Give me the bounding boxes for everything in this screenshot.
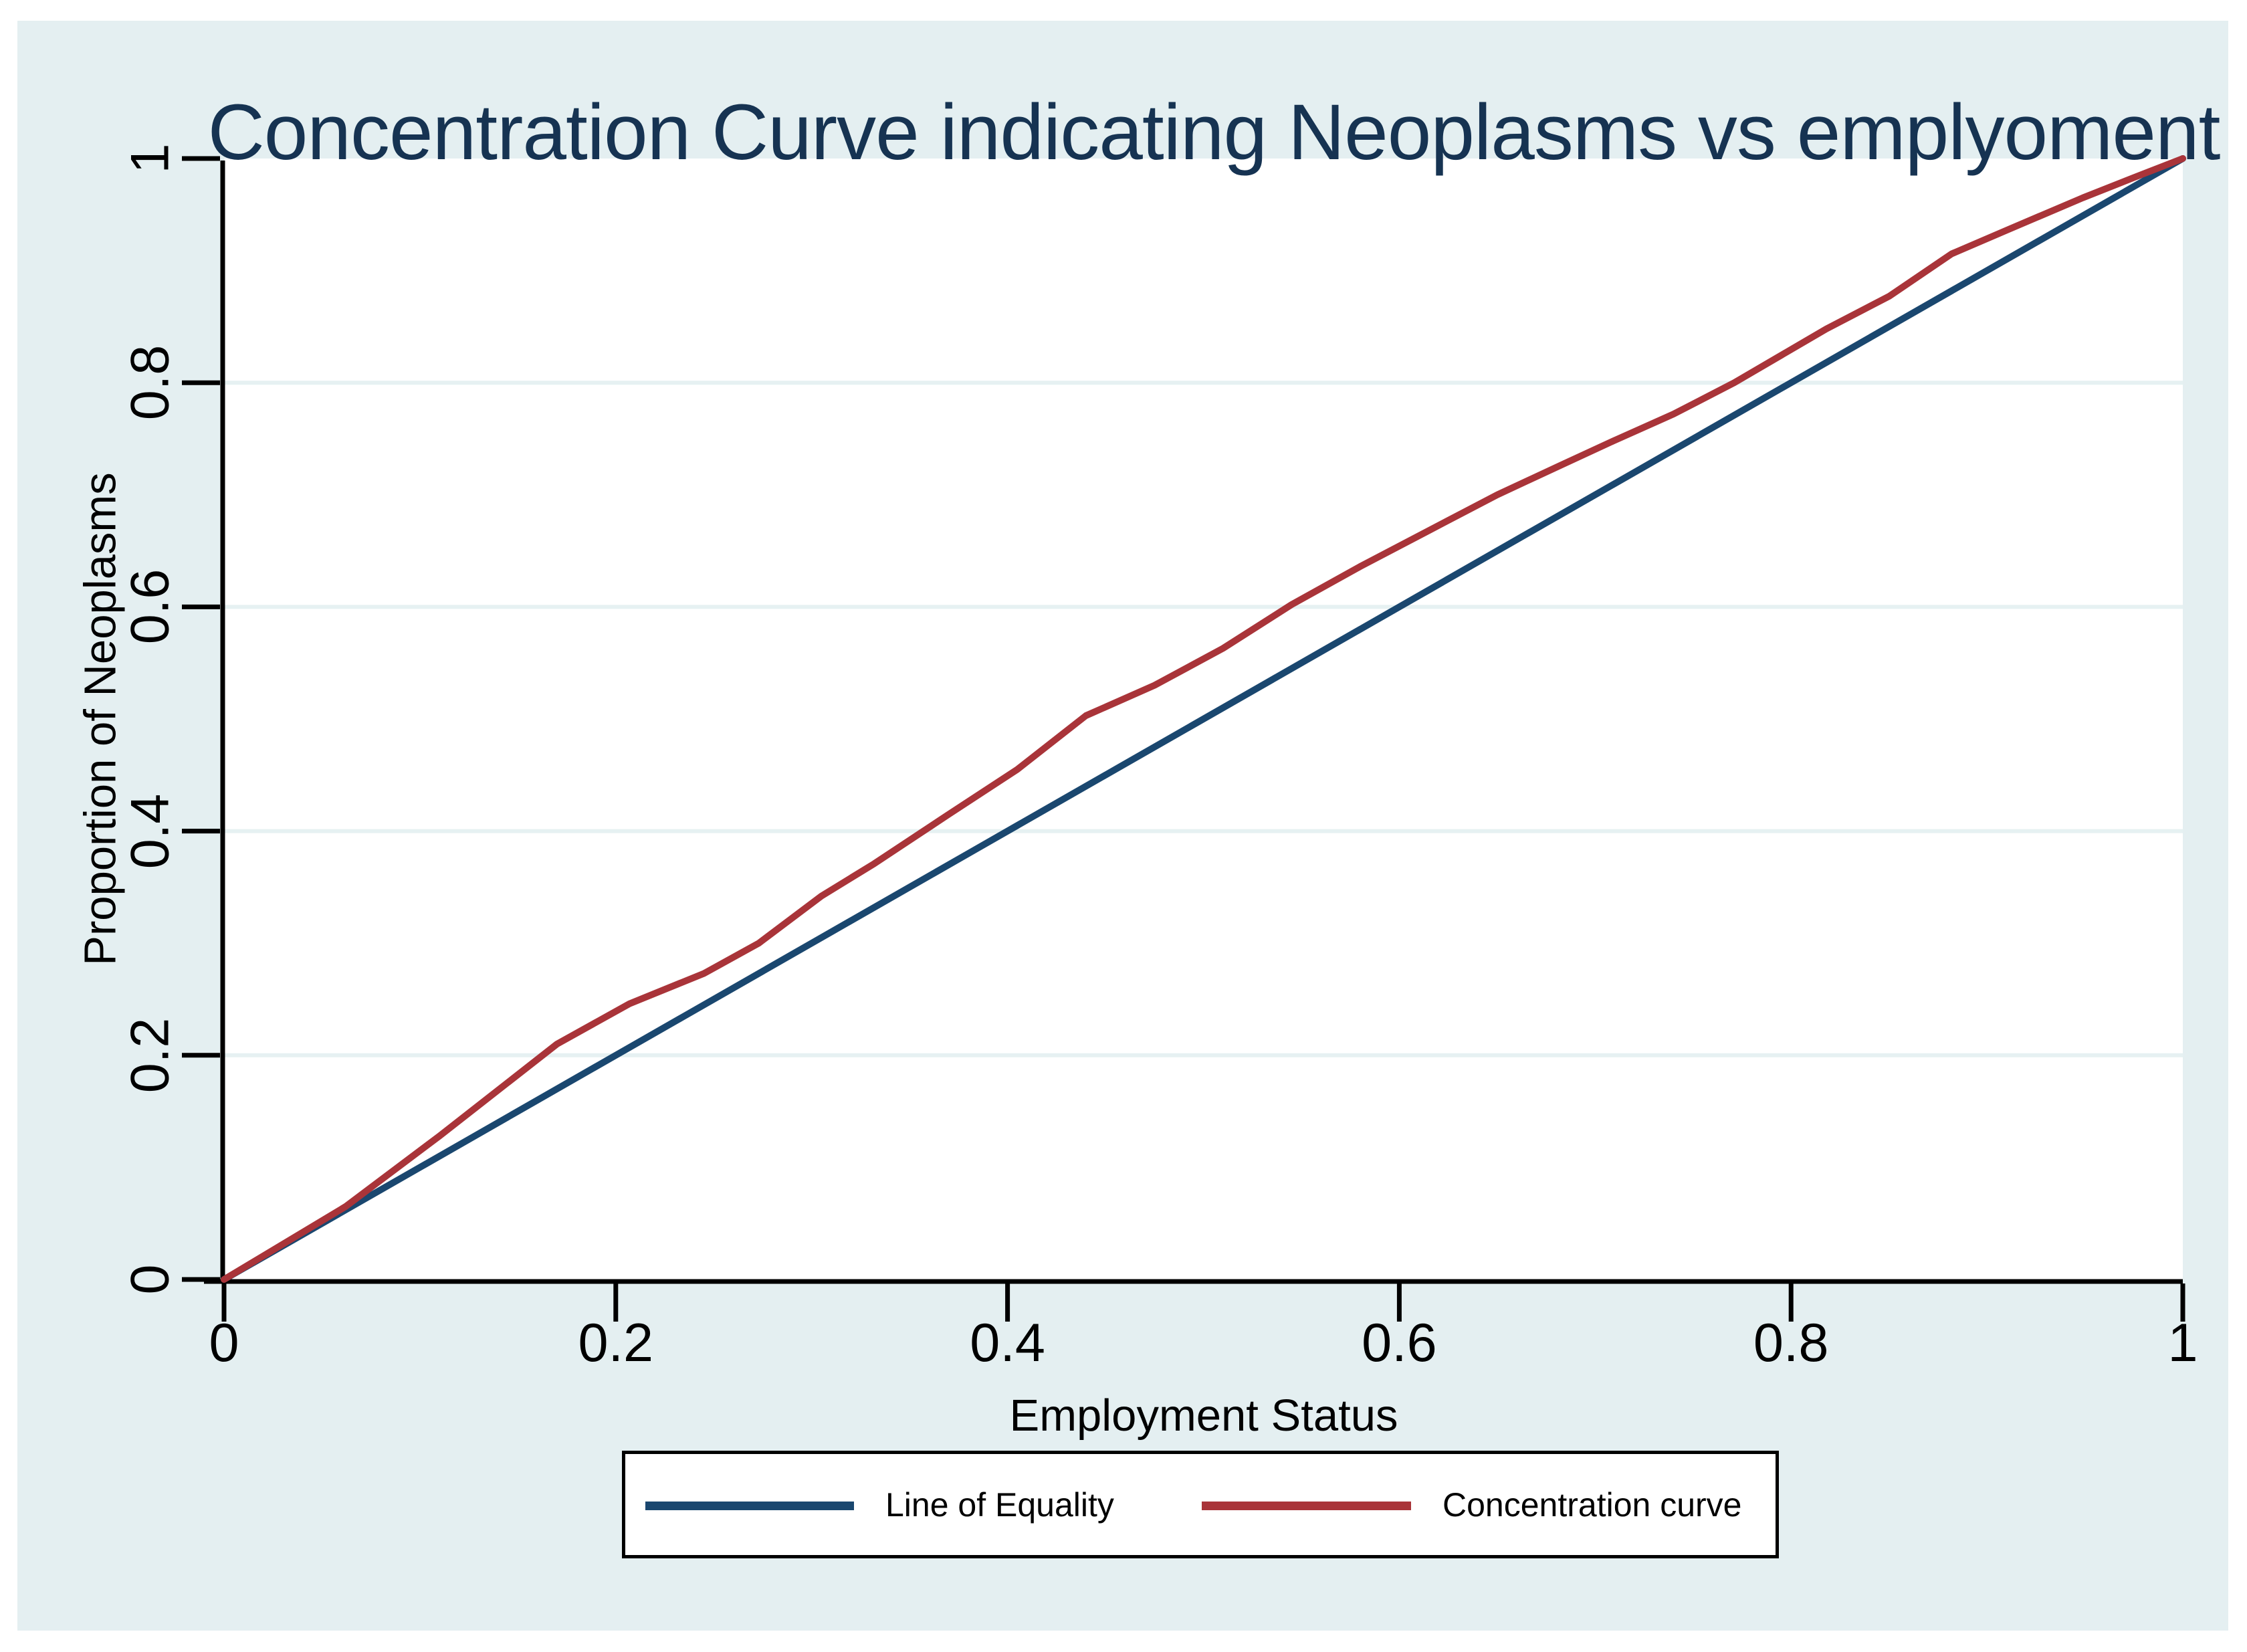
- x-tick-label: 1: [2167, 1313, 2198, 1373]
- legend-swatch-concentration-curve: [1202, 1502, 1411, 1510]
- legend-label-concentration-curve: Concentration curve: [1442, 1485, 1742, 1524]
- x-tick-label: 0.6: [1362, 1313, 1437, 1373]
- x-tick-label: 0.2: [578, 1313, 654, 1373]
- x-tick-label: 0.8: [1753, 1313, 1829, 1373]
- y-tick-label: 0.4: [120, 793, 181, 869]
- series-line-of-equality: [221, 155, 2186, 1283]
- series-concentration-curve: [221, 155, 2186, 1283]
- y-axis-title: Proportion of Neoplasms: [75, 472, 126, 966]
- x-tick-label: 0.4: [970, 1313, 1045, 1373]
- y-tick-label: 0: [120, 1264, 181, 1295]
- legend: Line of Equality Concentration curve: [622, 1451, 1779, 1558]
- x-axis-title: Employment Status: [1009, 1390, 1398, 1441]
- y-tick-label: 1: [120, 143, 181, 174]
- y-tick-label: 0.6: [120, 569, 181, 645]
- legend-swatch-line-of-equality: [645, 1502, 854, 1510]
- y-tick-label: 0.2: [120, 1017, 181, 1094]
- x-tick-label: 0: [209, 1313, 239, 1373]
- y-tick-label: 0.8: [120, 344, 181, 421]
- legend-label-line-of-equality: Line of Equality: [885, 1485, 1114, 1524]
- chart-title: Concentration Curve indicating Neoplasms…: [207, 88, 2221, 177]
